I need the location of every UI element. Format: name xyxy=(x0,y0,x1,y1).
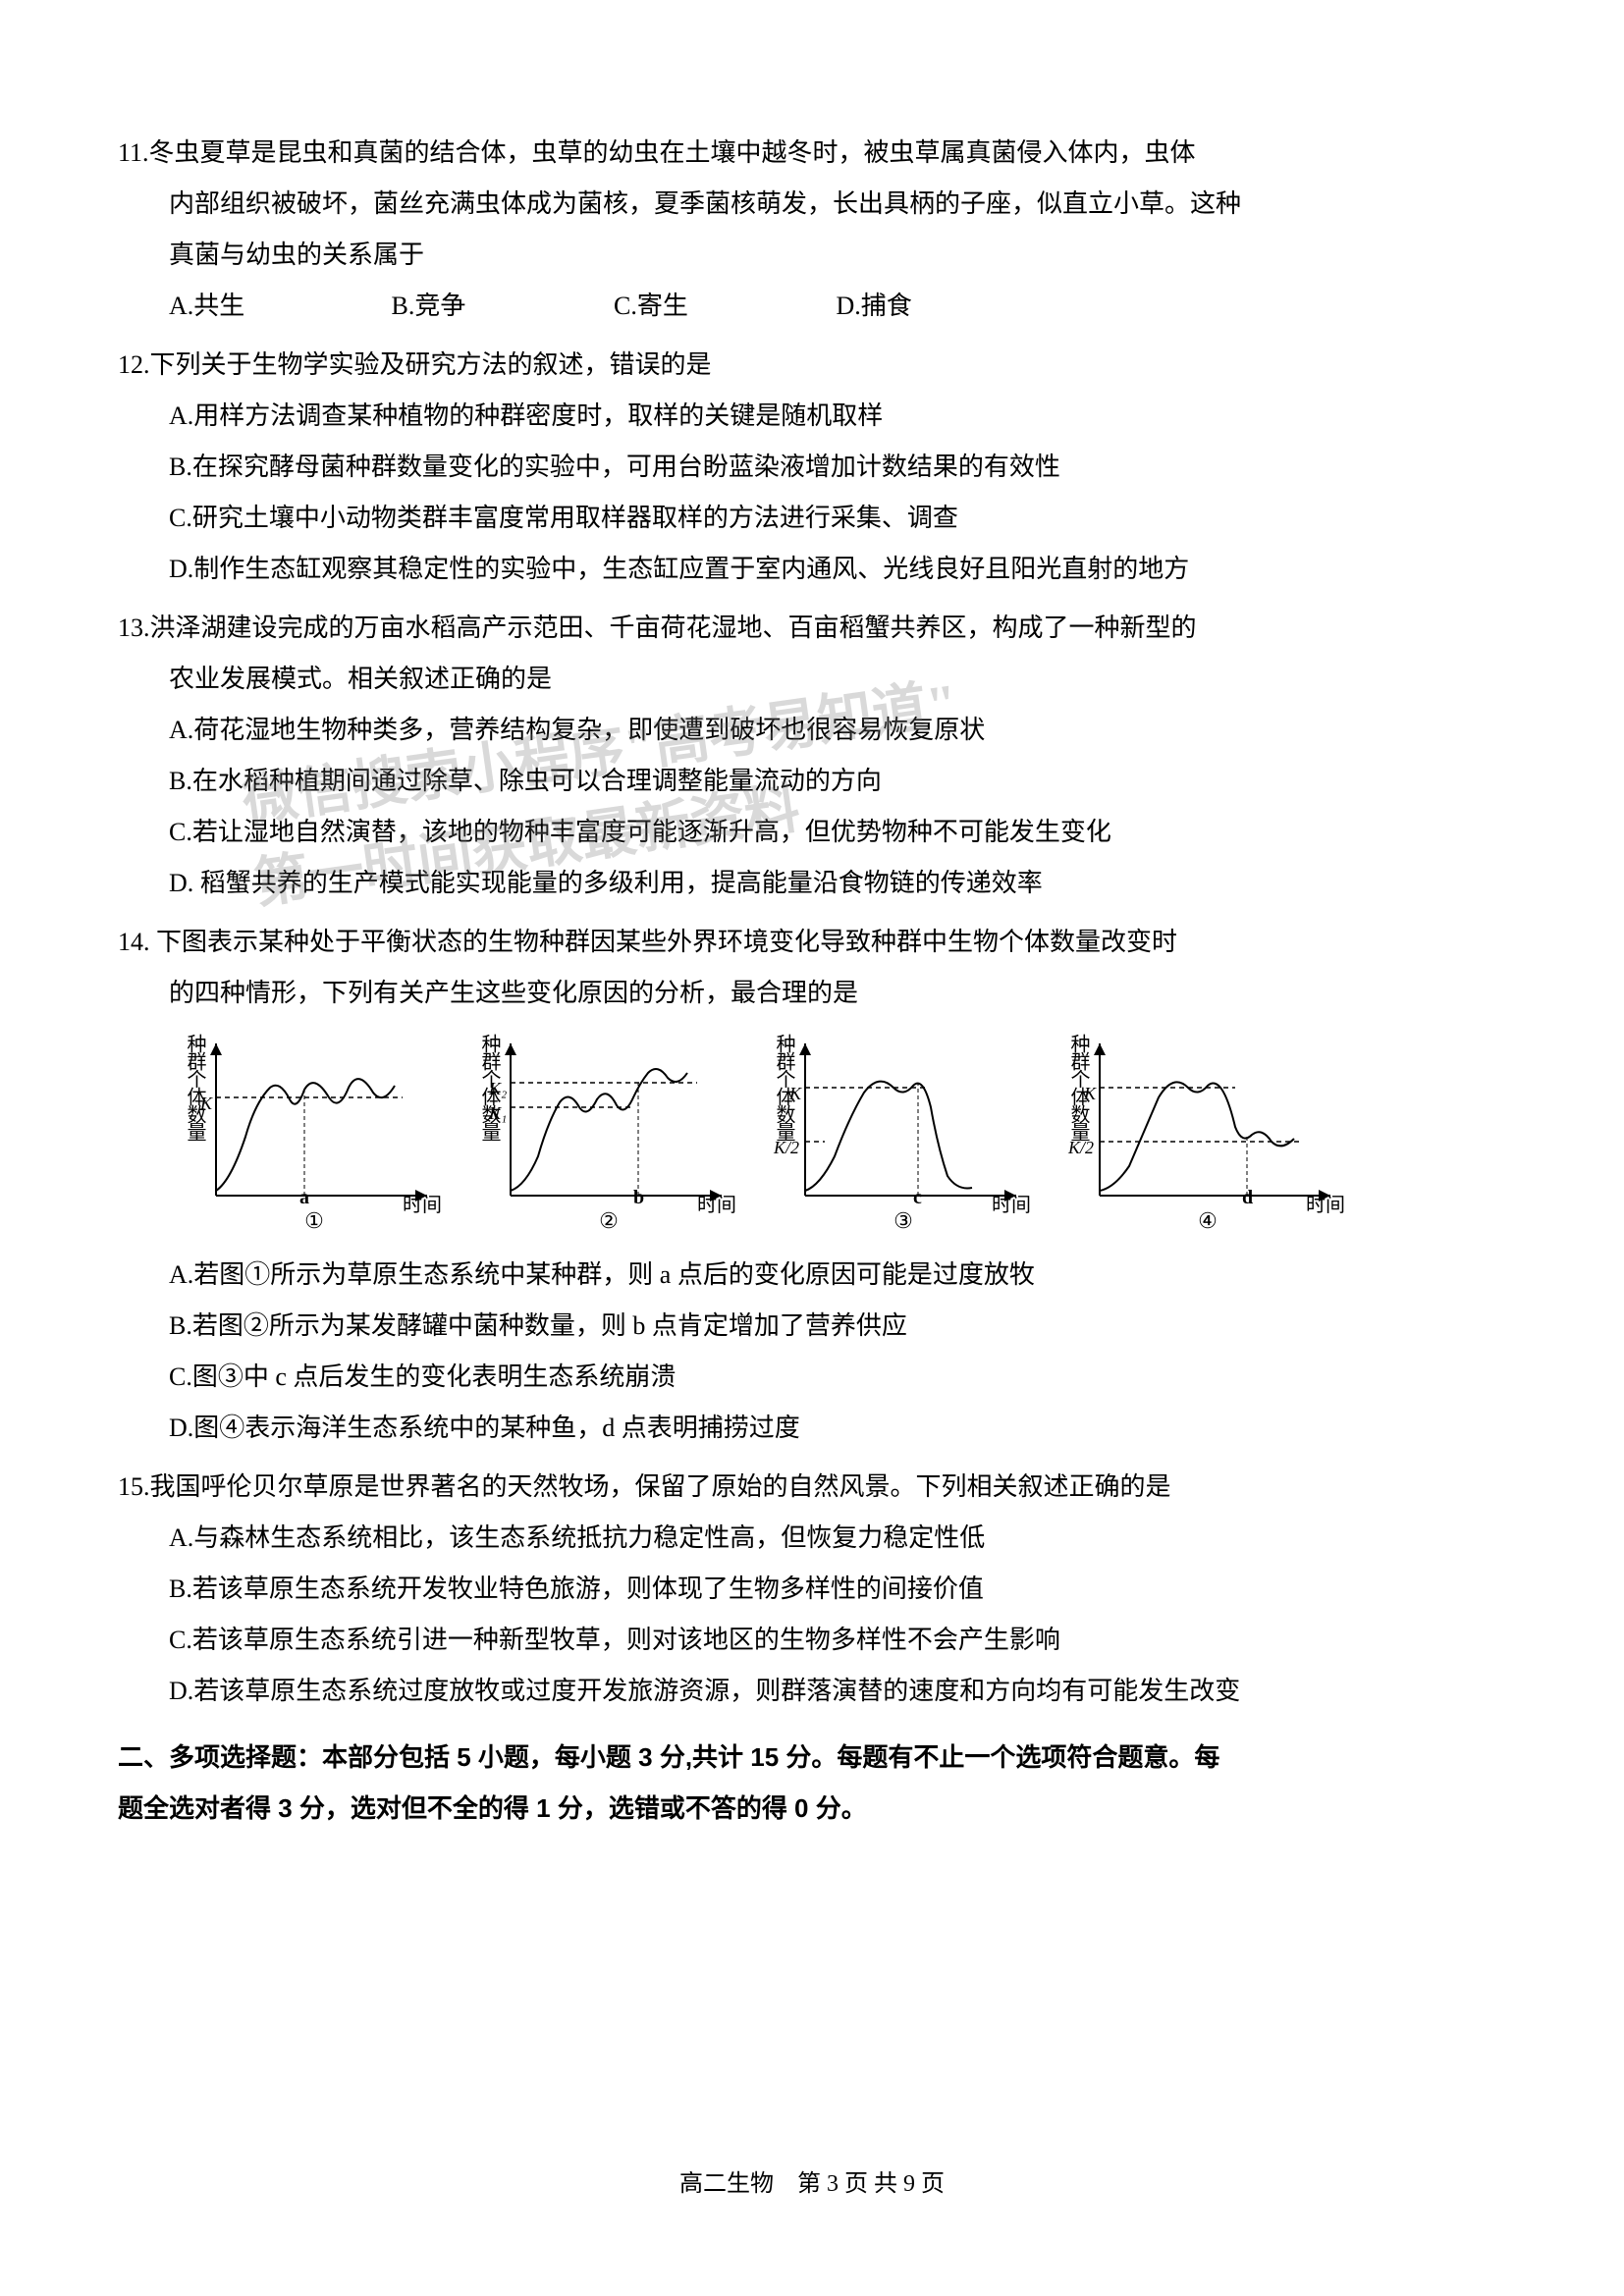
chart2-num: ② xyxy=(599,1200,619,1243)
q13-text1: 洪泽湖建设完成的万亩水稻高产示范田、千亩荷花湿地、百亩稻蟹共养区，构成了一种新型… xyxy=(150,614,1197,642)
q11-text2: 内部组织被破坏，菌丝充满虫体成为菌核，夏季菌核萌发，长出具柄的子座，似直立小草。… xyxy=(118,179,1506,230)
q12-num: 12. xyxy=(118,350,150,379)
q14-figures: 种群个体数量 K a 时间 ① xyxy=(118,1029,1506,1235)
chart1-xlabel: 时间 xyxy=(403,1186,442,1225)
q11-options: A.共生 B.竞争 C.寄生 D.捕食 xyxy=(118,281,1506,332)
q14-optA: A.若图①所示为草原生态系统中某种群，则 a 点后的变化原因可能是过度放牧 xyxy=(118,1250,1506,1301)
chart3-xlabel: 时间 xyxy=(992,1186,1031,1225)
q11-optB: B.竞争 xyxy=(392,281,608,332)
q12-text1: 下列关于生物学实验及研究方法的叙述，错误的是 xyxy=(150,350,712,379)
chart-1: 种群个体数量 K a 时间 ① xyxy=(177,1029,452,1235)
page-footer: 高二生物 第 3 页 共 9 页 xyxy=(0,2163,1624,2198)
section2-line2: 题全选对者得 3 分，选对但不全的得 1 分，选错或不答的得 0 分。 xyxy=(118,1783,1506,1834)
q13-text2: 农业发展模式。相关叙述正确的是 xyxy=(118,654,1506,705)
chart2-marker: b xyxy=(633,1178,644,1217)
question-14: 14. 下图表示某种处于平衡状态的生物种群因某些外界环境变化导致种群中生物个体数… xyxy=(118,917,1506,1454)
q11-text1: 冬虫夏草是昆虫和真菌的结合体，虫草的幼虫在土壤中越冬时，被虫草属真菌侵入体内，虫… xyxy=(149,138,1196,167)
chart3-num: ③ xyxy=(893,1200,913,1243)
question-13: 13.洪泽湖建设完成的万亩水稻高产示范田、千亩荷花湿地、百亩稻蟹共养区，构成了一… xyxy=(118,603,1506,909)
q13-optD: D. 稻蟹共养的生产模式能实现能量的多级利用，提高能量沿食物链的传递效率 xyxy=(118,858,1506,909)
q13-num: 13. xyxy=(118,614,150,642)
q14-optC: C.图③中 c 点后发生的变化表明生态系统崩溃 xyxy=(118,1352,1506,1403)
chart-4: 种群个体数量 K K/2 d 时间 ④ xyxy=(1060,1029,1355,1235)
chart1-k: K xyxy=(200,1086,212,1121)
q11-num: 11. xyxy=(118,138,149,167)
chart-2: 种群个体数量 K₂ K₁ b 时间 ② xyxy=(471,1029,746,1235)
q14-num: 14. xyxy=(118,928,150,956)
q14-text2: 的四种情形，下列有关产生这些变化原因的分析，最合理的是 xyxy=(118,968,1506,1019)
section2-line1: 二、多项选择题：本部分包括 5 小题，每小题 3 分,共计 15 分。每题有不止… xyxy=(118,1732,1506,1783)
chart4-xlabel: 时间 xyxy=(1306,1186,1345,1225)
q12-optB: B.在探究酵母菌种群数量变化的实验中，可用台盼蓝染液增加计数结果的有效性 xyxy=(118,442,1506,493)
chart4-k2: K/2 xyxy=(1068,1130,1094,1165)
section2-header: 二、多项选择题：本部分包括 5 小题，每小题 3 分,共计 15 分。每题有不止… xyxy=(118,1732,1506,1834)
q11-optC: C.寄生 xyxy=(614,281,830,332)
q11-optD: D.捕食 xyxy=(837,281,1053,332)
q11-optA: A.共生 xyxy=(169,281,385,332)
question-11: 11.冬虫夏草是昆虫和真菌的结合体，虫草的幼虫在土壤中越冬时，被虫草属真菌侵入体… xyxy=(118,128,1506,332)
q14-text1: 下图表示某种处于平衡状态的生物种群因某些外界环境变化导致种群中生物个体数量改变时 xyxy=(150,928,1178,956)
q13-optB: B.在水稻种植期间通过除草、除虫可以合理调整能量流动的方向 xyxy=(118,756,1506,807)
chart2-k1: K₁ xyxy=(489,1095,507,1131)
q15-text1: 我国呼伦贝尔草原是世界著名的天然牧场，保留了原始的自然风景。下列相关叙述正确的是 xyxy=(150,1472,1171,1501)
q13-optC: C.若让湿地自然演替，该地的物种丰富度可能逐渐升高，但优势物种不可能发生变化 xyxy=(118,807,1506,858)
q14-optB: B.若图②所示为某发酵罐中菌种数量，则 b 点肯定增加了营养供应 xyxy=(118,1301,1506,1352)
chart3-k2: K/2 xyxy=(774,1130,799,1165)
chart-3: 种群个体数量 K K/2 c 时间 ③ xyxy=(766,1029,1041,1235)
chart4-marker: d xyxy=(1242,1178,1253,1217)
q12-optD: D.制作生态缸观察其稳定性的实验中，生态缸应置于室内通风、光线良好且阳光直射的地… xyxy=(118,544,1506,595)
question-12: 12.下列关于生物学实验及研究方法的叙述，错误的是 A.用样方法调查某种植物的种… xyxy=(118,340,1506,595)
q15-optC: C.若该草原生态系统引进一种新型牧草，则对该地区的生物多样性不会产生影响 xyxy=(118,1615,1506,1666)
q15-optD: D.若该草原生态系统过度放牧或过度开发旅游资源，则群落演替的速度和方向均有可能发… xyxy=(118,1666,1506,1717)
chart2-xlabel: 时间 xyxy=(697,1186,736,1225)
q13-optA: A.荷花湿地生物种类多，营养结构复杂，即使遭到破坏也很容易恢复原状 xyxy=(118,705,1506,756)
q15-optB: B.若该草原生态系统开发牧业特色旅游，则体现了生物多样性的间接价值 xyxy=(118,1564,1506,1615)
chart3-marker: c xyxy=(913,1178,922,1217)
chart4-num: ④ xyxy=(1198,1200,1218,1243)
q14-optD: D.图④表示海洋生态系统中的某种鱼，d 点表明捕捞过度 xyxy=(118,1403,1506,1454)
q12-optA: A.用样方法调查某种植物的种群密度时，取样的关键是随机取样 xyxy=(118,391,1506,442)
q12-optC: C.研究土壤中小动物类群丰富度常用取样器取样的方法进行采集、调查 xyxy=(118,493,1506,544)
chart1-num: ① xyxy=(304,1200,324,1243)
question-15: 15.我国呼伦贝尔草原是世界著名的天然牧场，保留了原始的自然风景。下列相关叙述正… xyxy=(118,1462,1506,1717)
page-content: 11.冬虫夏草是昆虫和真菌的结合体，虫草的幼虫在土壤中越冬时，被虫草属真菌侵入体… xyxy=(118,128,1506,1834)
chart4-k: K xyxy=(1084,1076,1096,1111)
q11-text3: 真菌与幼虫的关系属于 xyxy=(118,230,1506,281)
chart3-k: K xyxy=(789,1076,801,1111)
q15-num: 15. xyxy=(118,1472,150,1501)
q15-optA: A.与森林生态系统相比，该生态系统抵抗力稳定性高，但恢复力稳定性低 xyxy=(118,1513,1506,1564)
